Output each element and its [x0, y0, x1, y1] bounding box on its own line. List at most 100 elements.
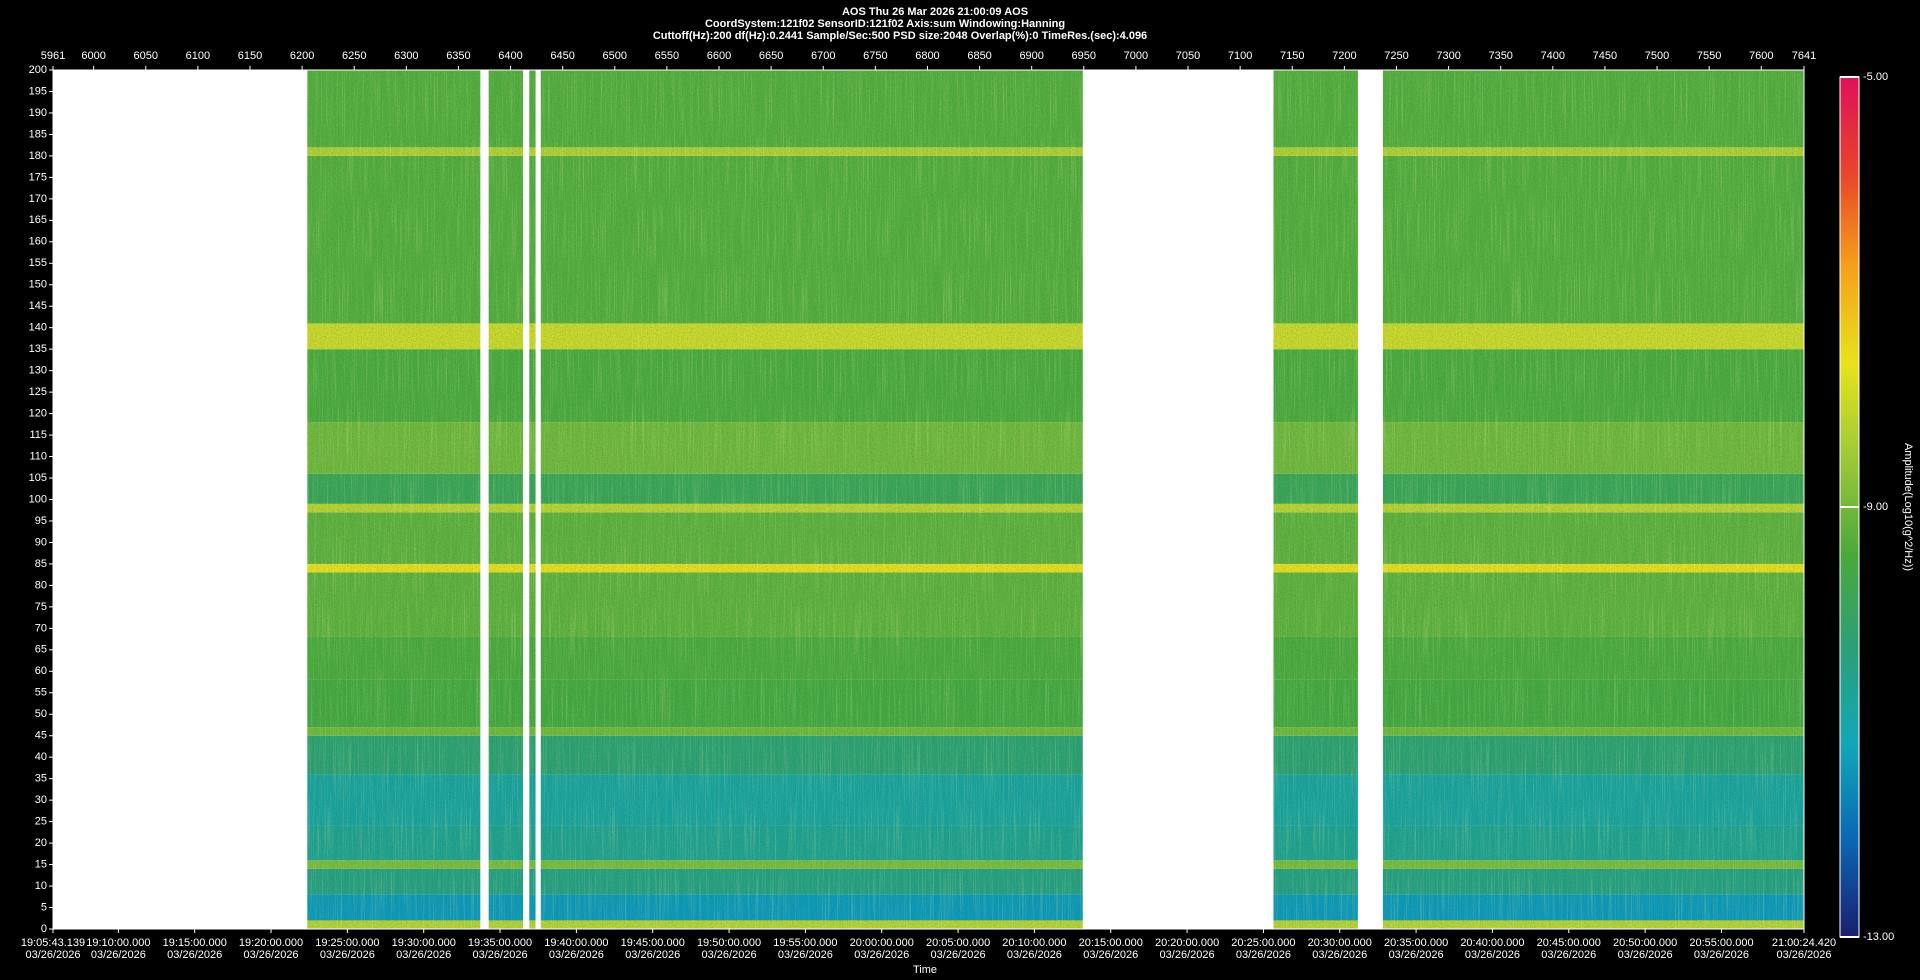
- y-tick-label: 130: [29, 365, 47, 377]
- x-tick-label-top: 7641: [1792, 50, 1816, 62]
- x-tick-label-bottom: 20:55:00.000: [1689, 937, 1753, 949]
- x-tick-label-top: 7100: [1228, 50, 1252, 62]
- x-tick-label-top: 7500: [1645, 50, 1669, 62]
- x-tick-date-bottom: 03/26/2026: [1083, 949, 1138, 961]
- x-tick-label-bottom: 20:05:00.000: [926, 937, 990, 949]
- x-tick-label-top: 6550: [655, 50, 679, 62]
- x-tick-label-bottom: 20:25:00.000: [1231, 937, 1295, 949]
- y-tick-label: 105: [29, 472, 47, 484]
- x-tick-label-top: 6750: [863, 50, 887, 62]
- x-tick-label-top: 6200: [290, 50, 314, 62]
- y-tick-label: 75: [35, 601, 47, 613]
- x-tick-date-bottom: 03/26/2026: [91, 949, 146, 961]
- x-tick-label-top: 6050: [134, 50, 158, 62]
- x-tick-label-top: 7450: [1593, 50, 1617, 62]
- y-tick-label: 30: [35, 794, 47, 806]
- y-tick-label: 190: [29, 107, 47, 119]
- y-tick-label: 165: [29, 214, 47, 226]
- texture: [307, 70, 1804, 929]
- colorbar-tick-label: -5.00: [1863, 71, 1888, 83]
- x-tick-date-bottom: 03/26/2026: [1465, 949, 1520, 961]
- y-tick-label: 110: [29, 450, 47, 462]
- x-tick-label-top: 6000: [81, 50, 105, 62]
- x-tick-label-bottom: 19:15:00.000: [163, 937, 227, 949]
- y-tick-label: 85: [35, 558, 47, 570]
- x-tick-label-top: 6900: [1019, 50, 1043, 62]
- x-tick-label-top: 7550: [1697, 50, 1721, 62]
- x-tick-label-top: 6600: [707, 50, 731, 62]
- y-tick-label: 0: [41, 923, 47, 935]
- x-tick-label-top: 6850: [967, 50, 991, 62]
- y-tick-label: 125: [29, 386, 47, 398]
- title-line: AOS Thu 26 Mar 2026 21:00:09 AOS: [842, 6, 1028, 18]
- x-tick-label-bottom: 21:00:24.420: [1772, 937, 1836, 949]
- x-tick-date-bottom: 03/26/2026: [320, 949, 375, 961]
- y-tick-label: 120: [29, 408, 47, 420]
- y-tick-label: 35: [35, 773, 47, 785]
- x-tick-date-bottom: 03/26/2026: [1776, 949, 1831, 961]
- y-tick-label: 170: [29, 193, 47, 205]
- x-tick-label-bottom: 20:45:00.000: [1537, 937, 1601, 949]
- x-tick-date-bottom: 03/26/2026: [167, 949, 222, 961]
- title-line: CoordSystem:121f02 SensorID:121f02 Axis:…: [705, 18, 1065, 30]
- x-tick-label-top: 7600: [1749, 50, 1773, 62]
- y-tick-label: 175: [29, 171, 47, 183]
- y-tick-label: 180: [29, 150, 47, 162]
- x-tick-label-bottom: 19:40:00.000: [544, 937, 608, 949]
- x-tick-label-top: 6400: [498, 50, 522, 62]
- y-tick-label: 40: [35, 751, 47, 763]
- x-tick-date-bottom: 03/26/2026: [1007, 949, 1062, 961]
- y-tick-label: 135: [29, 343, 47, 355]
- x-tick-label-top: 5961: [41, 50, 65, 62]
- y-tick-label: 150: [29, 279, 47, 291]
- x-tick-date-bottom: 03/26/2026: [778, 949, 833, 961]
- x-tick-label-top: 7200: [1332, 50, 1356, 62]
- x-tick-date-bottom: 03/26/2026: [1389, 949, 1444, 961]
- x-tick-label-top: 7400: [1541, 50, 1565, 62]
- x-tick-label-bottom: 20:20:00.000: [1155, 937, 1219, 949]
- x-tick-date-bottom: 03/26/2026: [1236, 949, 1291, 961]
- x-tick-date-bottom: 03/26/2026: [702, 949, 757, 961]
- x-tick-date-bottom: 03/26/2026: [1160, 949, 1215, 961]
- x-tick-label-bottom: 20:10:00.000: [1002, 937, 1066, 949]
- title-line: Cuttoff(Hz):200 df(Hz):0.2441 Sample/Sec…: [653, 30, 1147, 42]
- x-tick-label-top: 7150: [1280, 50, 1304, 62]
- x-tick-date-bottom: 03/26/2026: [473, 949, 528, 961]
- x-tick-label-top: 6700: [811, 50, 835, 62]
- x-tick-label-bottom: 19:25:00.000: [315, 937, 379, 949]
- x-tick-label-top: 6150: [238, 50, 262, 62]
- y-tick-label: 5: [41, 901, 47, 913]
- y-tick-label: 10: [35, 880, 47, 892]
- y-tick-label: 20: [35, 837, 47, 849]
- x-tick-label-top: 6450: [550, 50, 574, 62]
- x-tick-label-top: 6500: [603, 50, 627, 62]
- x-tick-label-top: 6100: [186, 50, 210, 62]
- y-tick-label: 60: [35, 665, 47, 677]
- x-tick-label-top: 6250: [342, 50, 366, 62]
- y-tick-label: 50: [35, 708, 47, 720]
- y-tick-label: 145: [29, 300, 47, 312]
- x-tick-label-top: 7300: [1436, 50, 1460, 62]
- x-tick-date-bottom: 03/26/2026: [1312, 949, 1367, 961]
- x-tick-label-bottom: 20:30:00.000: [1308, 937, 1372, 949]
- y-tick-label: 95: [35, 515, 47, 527]
- x-tick-label-bottom: 20:40:00.000: [1460, 937, 1524, 949]
- y-tick-label: 155: [29, 257, 47, 269]
- x-tick-date-bottom: 03/26/2026: [244, 949, 299, 961]
- y-tick-label: 65: [35, 644, 47, 656]
- x-tick-date-bottom: 03/26/2026: [854, 949, 909, 961]
- y-tick-label: 200: [29, 64, 47, 76]
- y-tick-label: 185: [29, 128, 47, 140]
- x-tick-date-bottom: 03/26/2026: [396, 949, 451, 961]
- x-tick-label-bottom: 20:15:00.000: [1079, 937, 1143, 949]
- y-tick-label: 115: [29, 429, 47, 441]
- y-tick-label: 80: [35, 579, 47, 591]
- x-tick-date-bottom: 03/26/2026: [931, 949, 986, 961]
- x-tick-label-bottom: 19:45:00.000: [621, 937, 685, 949]
- x-tick-label-top: 6650: [759, 50, 783, 62]
- y-tick-label: 15: [35, 858, 47, 870]
- x-tick-date-bottom: 03/26/2026: [1618, 949, 1673, 961]
- x-tick-label-bottom: 19:50:00.000: [697, 937, 761, 949]
- x-tick-label-bottom: 19:30:00.000: [392, 937, 456, 949]
